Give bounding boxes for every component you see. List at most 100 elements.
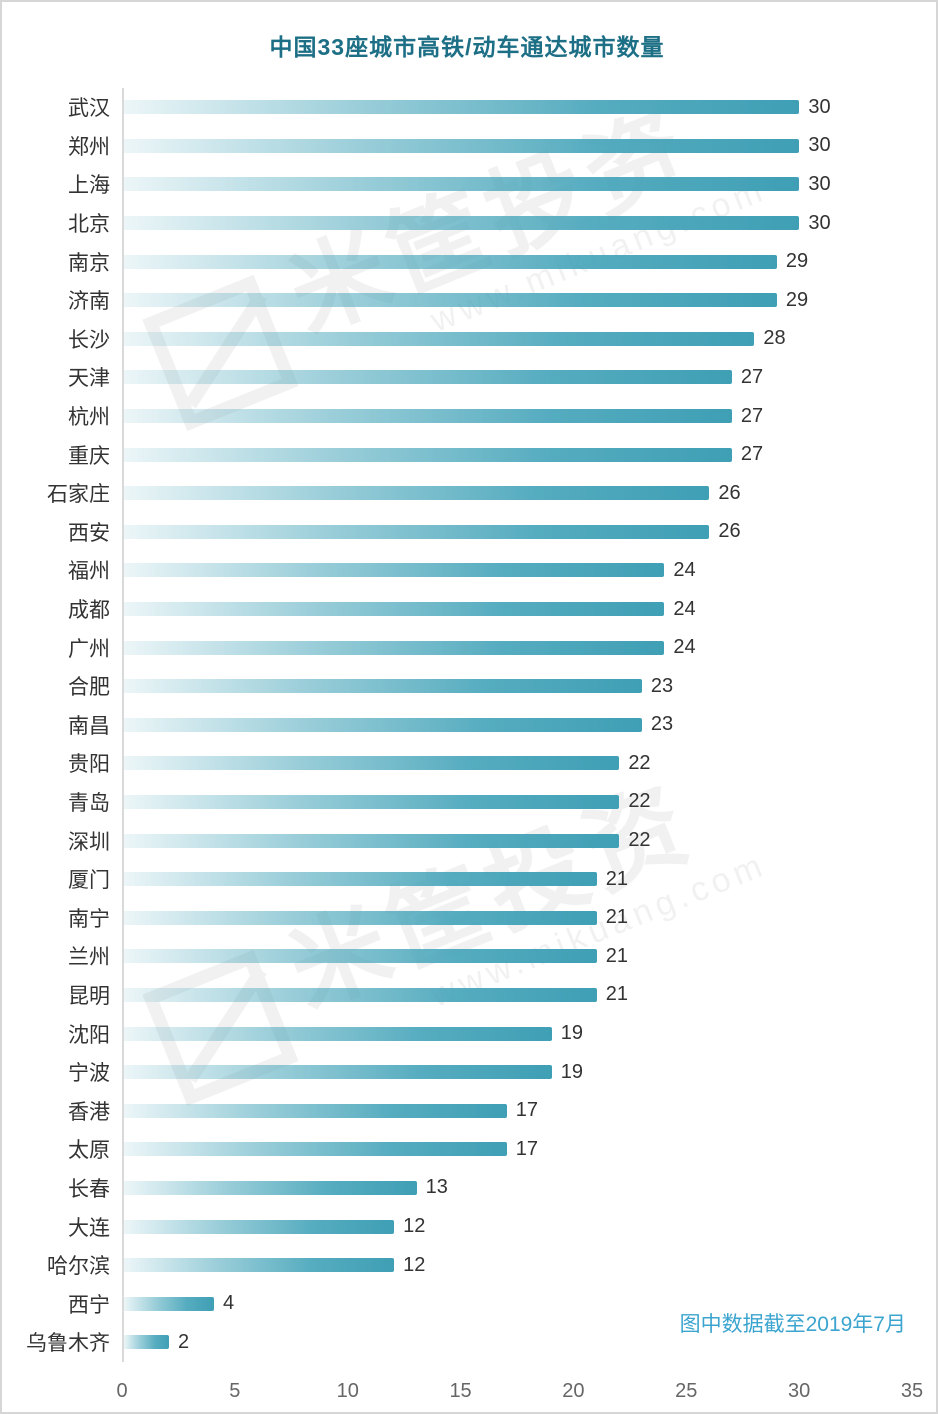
bar: [124, 486, 710, 501]
bar-track: 29: [122, 242, 912, 281]
value-label: 27: [740, 443, 764, 466]
bar: [124, 640, 665, 655]
bar-track: 30: [122, 203, 912, 243]
bar-row: 合肥 23: [22, 666, 912, 706]
bar-row: 厦门 21: [22, 859, 912, 899]
value-label: 23: [650, 674, 674, 697]
bar-track: 12: [122, 1207, 912, 1246]
category-label: 哈尔滨: [47, 1255, 110, 1279]
bar: [124, 1258, 395, 1273]
bar: [124, 409, 732, 424]
value-label: 30: [808, 134, 831, 157]
category-label: 昆明: [68, 984, 110, 1008]
category-label: 厦门: [68, 869, 110, 893]
value-label: 13: [425, 1176, 448, 1199]
bar-row: 成都 24: [22, 589, 912, 629]
bar-row: 石家庄 26: [22, 473, 912, 513]
bar-track: 21: [122, 975, 912, 1015]
value-label: 26: [718, 520, 741, 543]
bar: [124, 910, 597, 925]
bar-track: 17: [122, 1091, 912, 1131]
category-label: 济南: [68, 290, 110, 314]
bar-row: 昆明 21: [22, 975, 912, 1015]
value-label: 24: [673, 558, 696, 581]
bar: [124, 1219, 395, 1234]
bar: [124, 756, 620, 771]
x-tick-label: 0: [116, 1379, 128, 1402]
bar: [124, 1296, 215, 1311]
bar: [124, 1103, 507, 1118]
category-label: 广州: [68, 637, 110, 661]
bar-track: 22: [122, 821, 912, 860]
bar-row: 太原 17: [22, 1130, 912, 1169]
bar-track: 30: [122, 126, 912, 166]
value-label: 21: [605, 906, 629, 929]
bar-track: 27: [122, 396, 912, 436]
x-tick-label: 10: [336, 1379, 359, 1402]
bar-row: 青岛 22: [22, 782, 912, 822]
bar-row: 郑州 30: [22, 126, 912, 166]
bar-row: 福州 24: [22, 551, 912, 590]
bar: [124, 177, 800, 192]
x-tick-label: 20: [562, 1379, 585, 1402]
x-tick-label: 35: [900, 1379, 924, 1402]
bar-track: 30: [122, 88, 912, 127]
bar-track: 22: [122, 744, 912, 783]
value-label: 27: [740, 365, 764, 388]
value-label: 22: [628, 790, 651, 813]
bar-track: 2: [122, 1323, 912, 1362]
value-label: 30: [808, 211, 831, 234]
bar: [124, 331, 755, 346]
bar: [124, 872, 597, 887]
value-label: 30: [808, 172, 831, 195]
value-label: 17: [515, 1137, 538, 1160]
bar-row: 上海 30: [22, 165, 912, 204]
category-label: 兰州: [68, 946, 110, 970]
value-label: 17: [515, 1099, 538, 1122]
category-label: 郑州: [68, 135, 110, 159]
value-label: 12: [403, 1253, 426, 1276]
bar-track: 22: [122, 782, 912, 822]
bar-track: 28: [122, 319, 912, 359]
bar: [124, 293, 777, 308]
value-label: 24: [673, 597, 696, 620]
bar-row: 西宁 4: [22, 1284, 912, 1323]
category-label: 青岛: [68, 791, 110, 815]
bar-track: 26: [122, 473, 912, 513]
bar: [124, 679, 642, 694]
category-label: 南昌: [68, 714, 110, 738]
bar: [124, 447, 732, 462]
value-label: 30: [808, 95, 831, 118]
bar-track: 23: [122, 666, 912, 706]
bar-row: 济南 29: [22, 280, 912, 320]
category-label: 宁波: [68, 1062, 110, 1086]
bar: [124, 794, 620, 809]
category-label: 重庆: [68, 444, 110, 468]
bar-track: 24: [122, 628, 912, 667]
x-tick-label: 30: [788, 1379, 811, 1402]
chart-title: 中国33座城市高铁/动车通达城市数量: [269, 34, 665, 60]
bar-row: 北京 30: [22, 203, 912, 243]
bar: [124, 602, 665, 617]
bar: [124, 254, 777, 269]
category-label: 武汉: [68, 97, 110, 121]
category-label: 西安: [68, 521, 110, 545]
value-label: 27: [740, 404, 764, 427]
bar-track: 17: [122, 1130, 912, 1169]
value-label: 21: [605, 867, 629, 890]
bar-track: 13: [122, 1168, 912, 1208]
bar: [124, 949, 597, 964]
x-tick-label: 15: [449, 1379, 472, 1402]
bar-track: 27: [122, 358, 912, 397]
category-label: 南京: [68, 251, 110, 275]
value-label: 19: [560, 1060, 584, 1083]
bar: [124, 1065, 552, 1080]
bar-row: 沈阳 19: [22, 1014, 912, 1053]
bar-row: 香港 17: [22, 1091, 912, 1131]
bar-track: 29: [122, 280, 912, 320]
category-label: 石家庄: [47, 483, 110, 507]
bar-row: 武汉 30: [22, 88, 912, 127]
bar-row: 兰州 21: [22, 937, 912, 976]
category-label: 杭州: [68, 406, 110, 430]
